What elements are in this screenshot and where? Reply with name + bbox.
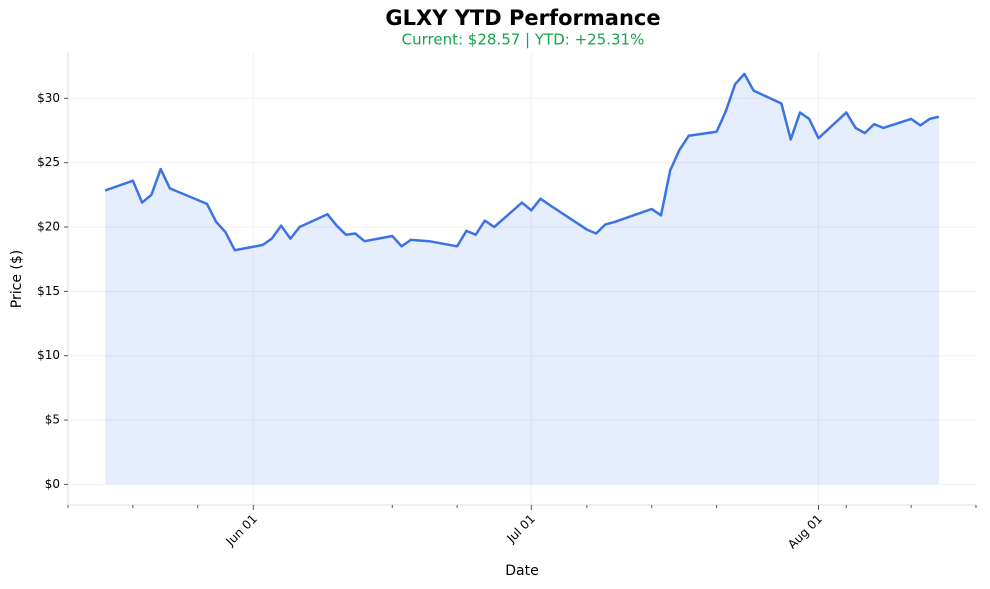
x-tick-label: Aug 01 [785,512,825,552]
area [105,73,939,485]
chart-title: GLXY YTD Performance [385,6,660,30]
y-tick-label: $0 [45,477,60,491]
y-tick-label: $15 [37,284,60,298]
y-tick-label: $30 [37,91,60,105]
y-tick-label: $10 [37,348,60,362]
y-axis-label: Price ($) [9,250,25,308]
line [104,72,940,252]
chart-subtitle: Current: $28.57 | YTD: +25.31% [402,31,645,49]
y-tick-label: $5 [45,413,60,427]
y-tick-label: $25 [37,155,60,169]
x-axis-label: Date [505,563,538,579]
x-tick-label: Jun 01 [223,512,260,549]
y-tick-label: $20 [37,220,60,234]
x-tick-label: Jul 01 [504,512,538,546]
